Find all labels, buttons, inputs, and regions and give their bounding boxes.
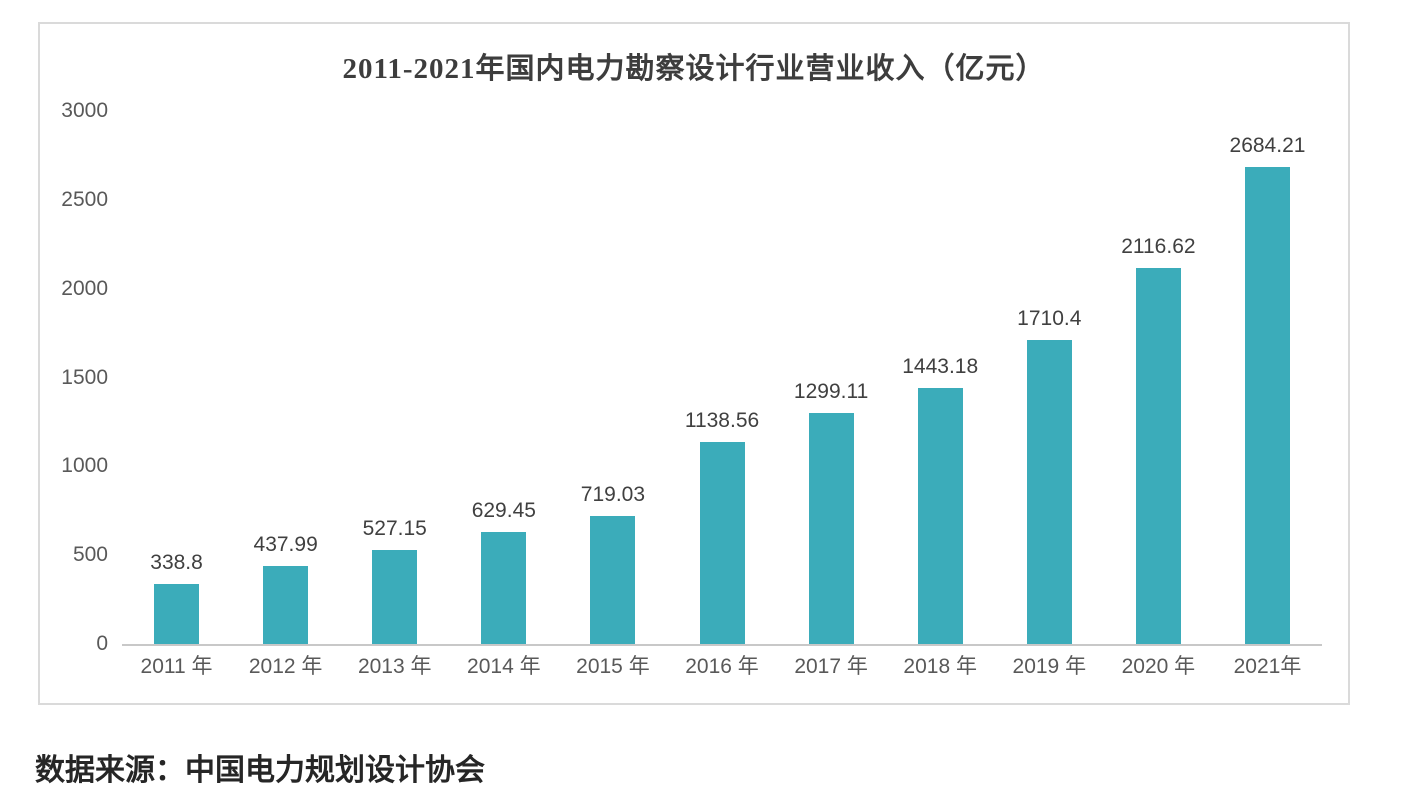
bar-value-label: 2684.21 xyxy=(1229,134,1306,157)
bar xyxy=(590,516,636,644)
x-axis-tick-label: 2016 年 xyxy=(685,655,759,678)
x-axis-tick-label: 2020 年 xyxy=(1121,655,1196,678)
x-axis-tick-label: 2018 年 xyxy=(903,655,977,678)
y-axis-tick-label: 2500 xyxy=(61,187,108,211)
x-axis-tick-label: 2014 年 xyxy=(467,655,541,678)
bar-value-label: 527.15 xyxy=(362,517,427,540)
bar xyxy=(263,566,309,644)
bar-value-label: 629.45 xyxy=(471,499,536,522)
chart-title: 2011-2021年国内电力勘察设计行业营业收入（亿元） xyxy=(342,53,1046,85)
x-axis-tick-label: 2017 年 xyxy=(794,655,868,678)
bar xyxy=(1026,340,1072,644)
y-axis-tick-label: 0 xyxy=(96,632,108,655)
y-axis-tick-label: 500 xyxy=(72,543,108,567)
x-axis-tick-label: 2011 年 xyxy=(140,655,213,678)
bar-value-label: 1710.4 xyxy=(1017,307,1082,330)
bar xyxy=(917,388,963,644)
x-axis-tick-label: 2019 年 xyxy=(1012,655,1087,678)
bar-group: 2116.62 2020 年 xyxy=(1104,111,1213,678)
bar xyxy=(1244,167,1290,644)
data-source-text: 数据来源：中国电力规划设计协会 xyxy=(35,754,485,787)
bar-group: 1710.4 2019 年 xyxy=(995,111,1104,678)
bar xyxy=(154,584,200,644)
x-axis-tick-label: 2015 年 xyxy=(576,655,650,678)
bar-value-label: 1299.11 xyxy=(793,380,869,403)
bar-value-label: 719.03 xyxy=(580,483,646,506)
bar xyxy=(372,550,418,644)
chart-container: 2011-2021年国内电力勘察设计行业营业收入（亿元） 0 500 1000 150… xyxy=(38,22,1350,705)
y-axis: 0 500 1000 1500 2000 2500 3000 xyxy=(40,24,108,703)
bar-group: 437.99 2012 年 xyxy=(231,111,340,678)
bar-value-label: 2116.62 xyxy=(1121,235,1196,258)
bar-group: 2684.21 2021年 xyxy=(1213,111,1322,678)
x-axis-tick-label: 2013 年 xyxy=(357,655,432,678)
bar-group: 719.03 2015 年 xyxy=(558,111,667,678)
bar-value-label: 1138.56 xyxy=(684,409,760,432)
bar xyxy=(481,532,527,644)
y-axis-tick-label: 1000 xyxy=(61,454,108,478)
y-axis-tick-label: 3000 xyxy=(61,99,108,122)
bar-group: 527.15 2013 年 xyxy=(340,111,449,678)
bar-group: 1138.56 2016 年 xyxy=(667,111,776,678)
bar-value-label: 338.8 xyxy=(150,551,203,574)
bars-region: 338.8 2011 年 437.99 2012 年 527.15 2013 年 629.4… xyxy=(122,111,1322,678)
bar xyxy=(808,413,854,644)
bar-value-label: 1443.18 xyxy=(902,355,979,378)
y-axis-tick-label: 1500 xyxy=(61,365,108,389)
x-axis-tick-label: 2012 年 xyxy=(248,655,323,678)
bar xyxy=(1135,268,1181,644)
y-axis-tick-label: 2000 xyxy=(61,276,108,300)
bar-group: 1299.11 2017 年 xyxy=(777,111,886,678)
x-axis-line xyxy=(122,644,1322,646)
x-axis-tick-label: 2021年 xyxy=(1233,655,1302,678)
bar xyxy=(699,442,745,644)
bar-group: 338.8 2011 年 xyxy=(122,111,231,678)
bar-group: 629.45 2014 年 xyxy=(449,111,558,678)
bar-value-label: 437.99 xyxy=(253,533,318,556)
bar-group: 1443.18 2018 年 xyxy=(886,111,995,678)
